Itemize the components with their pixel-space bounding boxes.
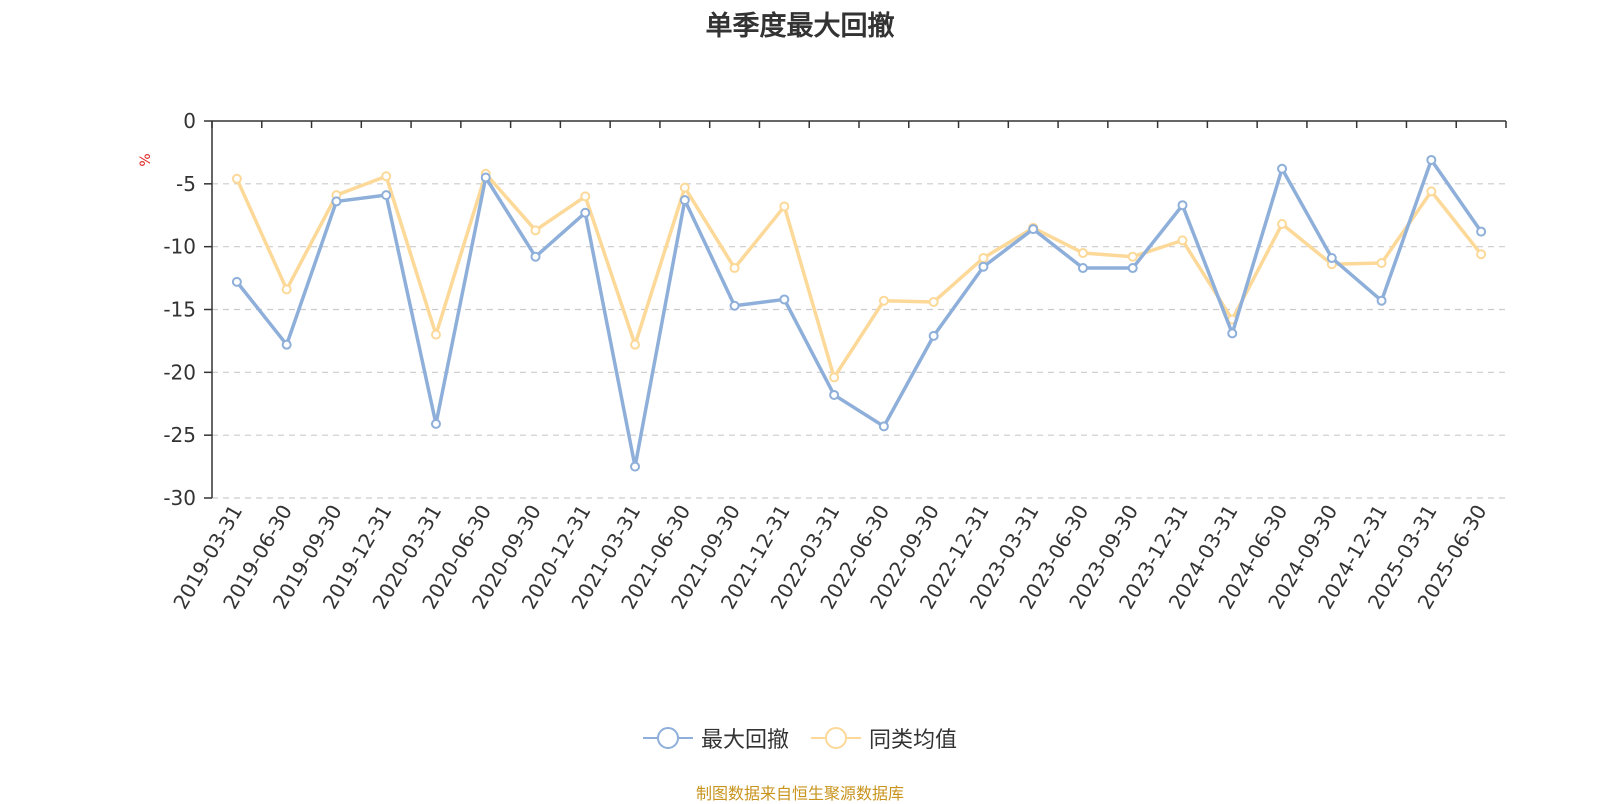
data-point bbox=[1426, 186, 1437, 197]
y-axis-label: % bbox=[138, 153, 154, 166]
data-point bbox=[381, 171, 392, 182]
data-point bbox=[231, 173, 242, 184]
data-point bbox=[1376, 295, 1387, 306]
data-point bbox=[978, 252, 989, 263]
y-tick-label: -20 bbox=[163, 360, 196, 384]
data-point bbox=[1127, 251, 1138, 262]
data-point bbox=[978, 261, 989, 272]
data-point bbox=[530, 225, 541, 236]
data-point bbox=[430, 329, 441, 340]
data-point bbox=[430, 418, 441, 429]
data-point bbox=[928, 296, 939, 307]
data-point bbox=[1028, 224, 1039, 235]
y-tick-label: 0 bbox=[183, 109, 196, 133]
legend-swatch-icon bbox=[811, 727, 861, 749]
data-point bbox=[281, 284, 292, 295]
data-point bbox=[1277, 163, 1288, 174]
data-point bbox=[1177, 235, 1188, 246]
data-point bbox=[331, 196, 342, 207]
data-point bbox=[878, 421, 889, 432]
y-tick-label: -30 bbox=[163, 486, 196, 510]
data-point bbox=[231, 276, 242, 287]
data-point bbox=[1476, 226, 1487, 237]
data-point bbox=[580, 191, 591, 202]
data-point bbox=[1277, 219, 1288, 230]
data-point bbox=[630, 339, 641, 350]
data-point bbox=[630, 461, 641, 472]
series-line bbox=[235, 158, 1483, 469]
data-point bbox=[381, 190, 392, 201]
series-line bbox=[235, 172, 1483, 380]
data-point bbox=[1127, 263, 1138, 274]
source-note: 制图数据来自恒生聚源数据库 bbox=[695, 784, 904, 803]
data-point bbox=[878, 295, 889, 306]
data-point bbox=[779, 294, 790, 305]
data-point bbox=[679, 195, 690, 206]
y-tick-label: -5 bbox=[176, 172, 196, 196]
data-point bbox=[1177, 200, 1188, 211]
data-point bbox=[1227, 328, 1238, 339]
y-tick-label: -10 bbox=[163, 235, 196, 259]
axes bbox=[204, 120, 1507, 499]
y-tick-label: -15 bbox=[163, 298, 196, 322]
data-point bbox=[729, 263, 740, 274]
data-point bbox=[1426, 154, 1437, 165]
data-point bbox=[1326, 252, 1337, 263]
legend-swatch-icon bbox=[642, 727, 693, 749]
data-point bbox=[928, 330, 939, 341]
data-point bbox=[281, 339, 292, 350]
chart-title: 单季度最大回撤 bbox=[705, 11, 895, 42]
legend-item[interactable]: 同类均值 bbox=[811, 722, 957, 754]
data-point bbox=[779, 201, 790, 212]
legend-label: 同类均值 bbox=[869, 728, 958, 753]
data-point bbox=[580, 207, 591, 218]
data-point bbox=[1476, 249, 1487, 260]
data-point bbox=[1077, 263, 1088, 274]
data-point bbox=[829, 372, 840, 383]
y-tick-label: -25 bbox=[163, 423, 196, 447]
data-point bbox=[729, 300, 740, 311]
legend: 最大回撤 同类均值 bbox=[0, 722, 1600, 754]
data-point bbox=[829, 389, 840, 400]
data-point bbox=[1376, 258, 1387, 269]
data-point bbox=[679, 182, 690, 193]
data-point bbox=[530, 251, 541, 262]
legend-item[interactable]: 最大回撤 bbox=[642, 722, 789, 754]
series-lines bbox=[231, 154, 1487, 472]
legend-label: 最大回撤 bbox=[700, 728, 789, 753]
data-point bbox=[1077, 247, 1088, 258]
data-point bbox=[480, 172, 491, 183]
